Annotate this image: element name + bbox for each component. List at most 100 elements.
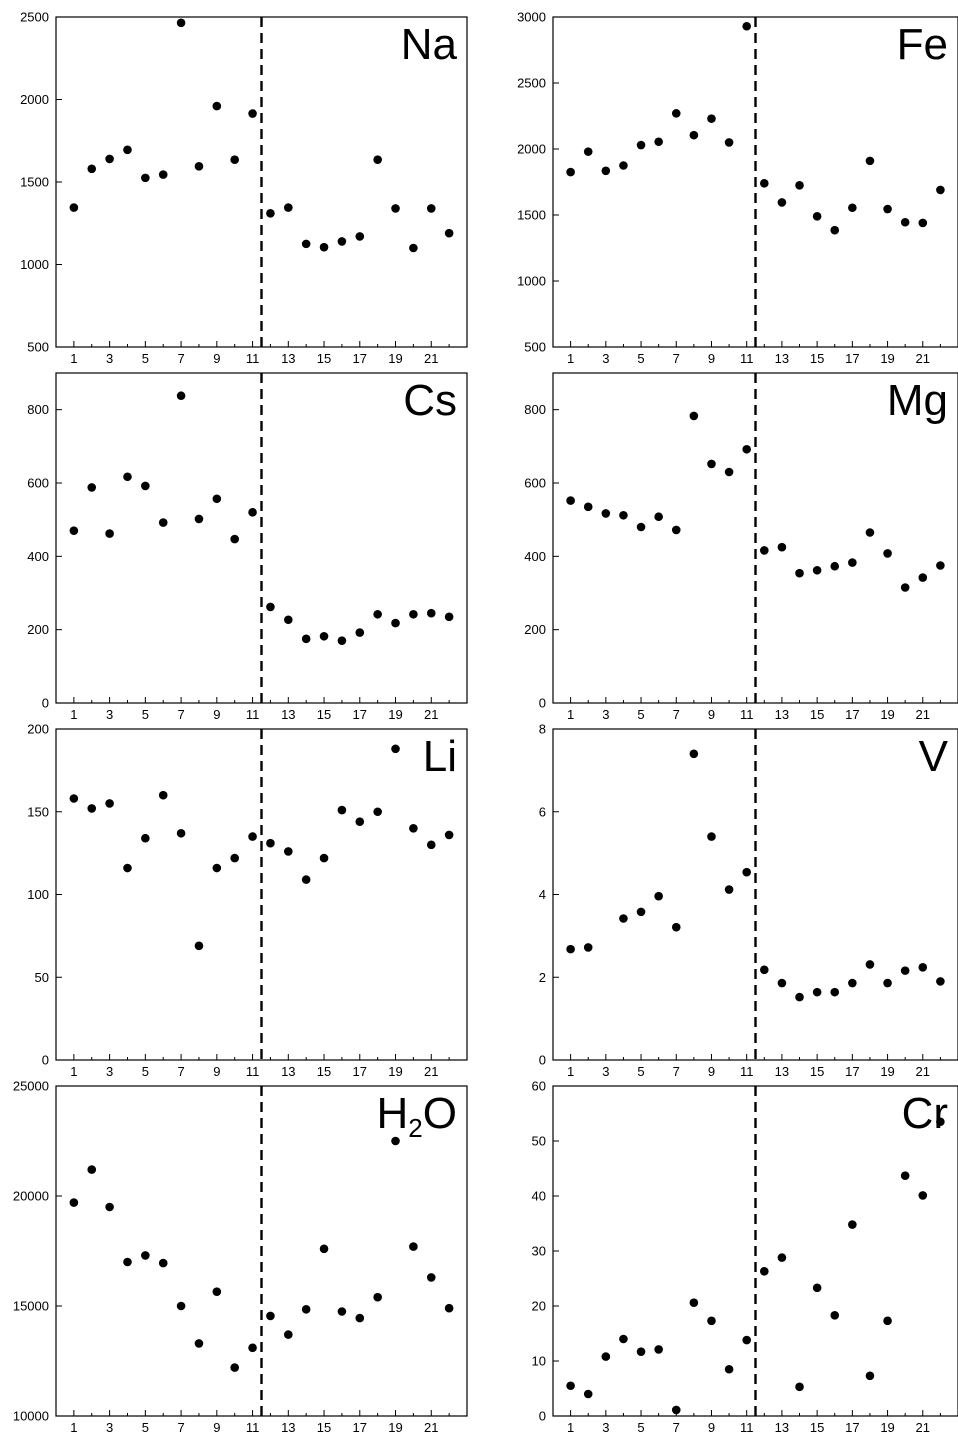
data-point (707, 1316, 716, 1326)
data-point (848, 558, 857, 567)
y-tick-label: 400 (524, 549, 546, 564)
x-tick-label: 5 (142, 707, 149, 722)
data-point (936, 185, 945, 195)
y-tick-label: 6 (539, 804, 546, 819)
x-tick-label: 9 (213, 351, 220, 366)
y-tick-label: 10000 (13, 1409, 49, 1424)
data-point (795, 181, 804, 190)
x-tick-label: 15 (317, 351, 331, 366)
data-point (671, 109, 681, 118)
x-tick-label: 21 (424, 1064, 438, 1079)
data-point (671, 525, 681, 535)
y-tick-label: 0 (539, 696, 546, 711)
y-tick-label: 200 (524, 622, 546, 637)
data-point (230, 534, 239, 544)
x-tick-label: 19 (388, 351, 402, 366)
x-tick-label: 13 (281, 707, 295, 722)
data-point (87, 483, 97, 492)
data-point (158, 170, 168, 179)
data-point (707, 459, 716, 469)
data-point (176, 18, 186, 28)
data-point (230, 1363, 239, 1372)
data-point (426, 1273, 436, 1282)
data-point (319, 242, 329, 252)
data-point (373, 155, 382, 165)
data-point (248, 109, 257, 118)
y-tick-label: 4 (539, 887, 546, 902)
data-point (69, 794, 79, 803)
x-tick-label: 19 (880, 1420, 894, 1434)
x-tick-label: 17 (353, 351, 367, 366)
data-point (900, 583, 910, 592)
x-tick-label: 13 (281, 1420, 295, 1434)
data-point (830, 561, 840, 571)
data-point (141, 173, 150, 183)
y-tick-label: 30 (532, 1244, 546, 1259)
y-tick-label: 8 (539, 722, 546, 737)
x-tick-label: 9 (213, 707, 220, 722)
data-point (848, 978, 857, 988)
data-point (936, 561, 945, 570)
data-point (830, 987, 840, 997)
data-point (337, 805, 347, 815)
panel-title: H2O (377, 1089, 457, 1143)
data-point (319, 631, 329, 641)
data-point (689, 749, 699, 759)
x-tick-label: 5 (637, 351, 644, 366)
data-point (158, 790, 168, 800)
data-point (230, 155, 239, 165)
data-point (212, 1287, 222, 1296)
data-point (337, 1307, 347, 1316)
data-point (812, 987, 822, 997)
y-tick-label: 10 (532, 1354, 546, 1369)
data-point (194, 941, 204, 951)
x-tick-label: 21 (916, 1064, 930, 1079)
x-tick-label: 15 (810, 707, 824, 722)
x-tick-label: 15 (810, 1420, 824, 1434)
x-tick-label: 3 (602, 1420, 609, 1434)
y-tick-label: 20000 (13, 1189, 49, 1204)
y-tick-label: 500 (27, 340, 49, 355)
y-tick-label: 1500 (517, 208, 546, 223)
data-point (883, 549, 892, 558)
x-tick-label: 13 (775, 1420, 789, 1434)
data-point (444, 612, 454, 622)
data-point (301, 875, 311, 884)
data-point (636, 140, 646, 150)
data-point (391, 618, 400, 628)
y-tick-label: 1000 (20, 257, 49, 272)
x-tick-label: 17 (845, 707, 859, 722)
data-point (918, 573, 928, 582)
data-point (373, 609, 382, 619)
x-tick-label: 19 (880, 351, 894, 366)
x-tick-label: 7 (177, 707, 184, 722)
x-tick-label: 5 (637, 707, 644, 722)
y-tick-label: 200 (27, 622, 49, 637)
panel-title: Cr (902, 1089, 948, 1138)
data-point (918, 218, 928, 228)
data-point (760, 546, 769, 555)
x-tick-label: 21 (424, 707, 438, 722)
y-tick-label: 50 (35, 970, 49, 985)
y-tick-label: 2500 (517, 76, 546, 91)
data-point (426, 608, 436, 618)
data-point (69, 203, 79, 212)
data-point (266, 209, 275, 218)
x-tick-label: 9 (708, 351, 715, 366)
data-point (123, 1257, 132, 1267)
data-point (426, 840, 436, 850)
data-point (284, 203, 293, 212)
data-point (355, 1313, 365, 1323)
data-point (724, 885, 734, 894)
x-tick-label: 15 (810, 351, 824, 366)
data-point (636, 522, 646, 532)
x-tick-label: 5 (142, 1420, 149, 1434)
data-point (830, 1311, 840, 1320)
data-point (865, 528, 875, 537)
x-tick-label: 3 (106, 707, 113, 722)
data-point (795, 1382, 804, 1392)
data-point (742, 1335, 751, 1345)
data-point (671, 1405, 681, 1415)
